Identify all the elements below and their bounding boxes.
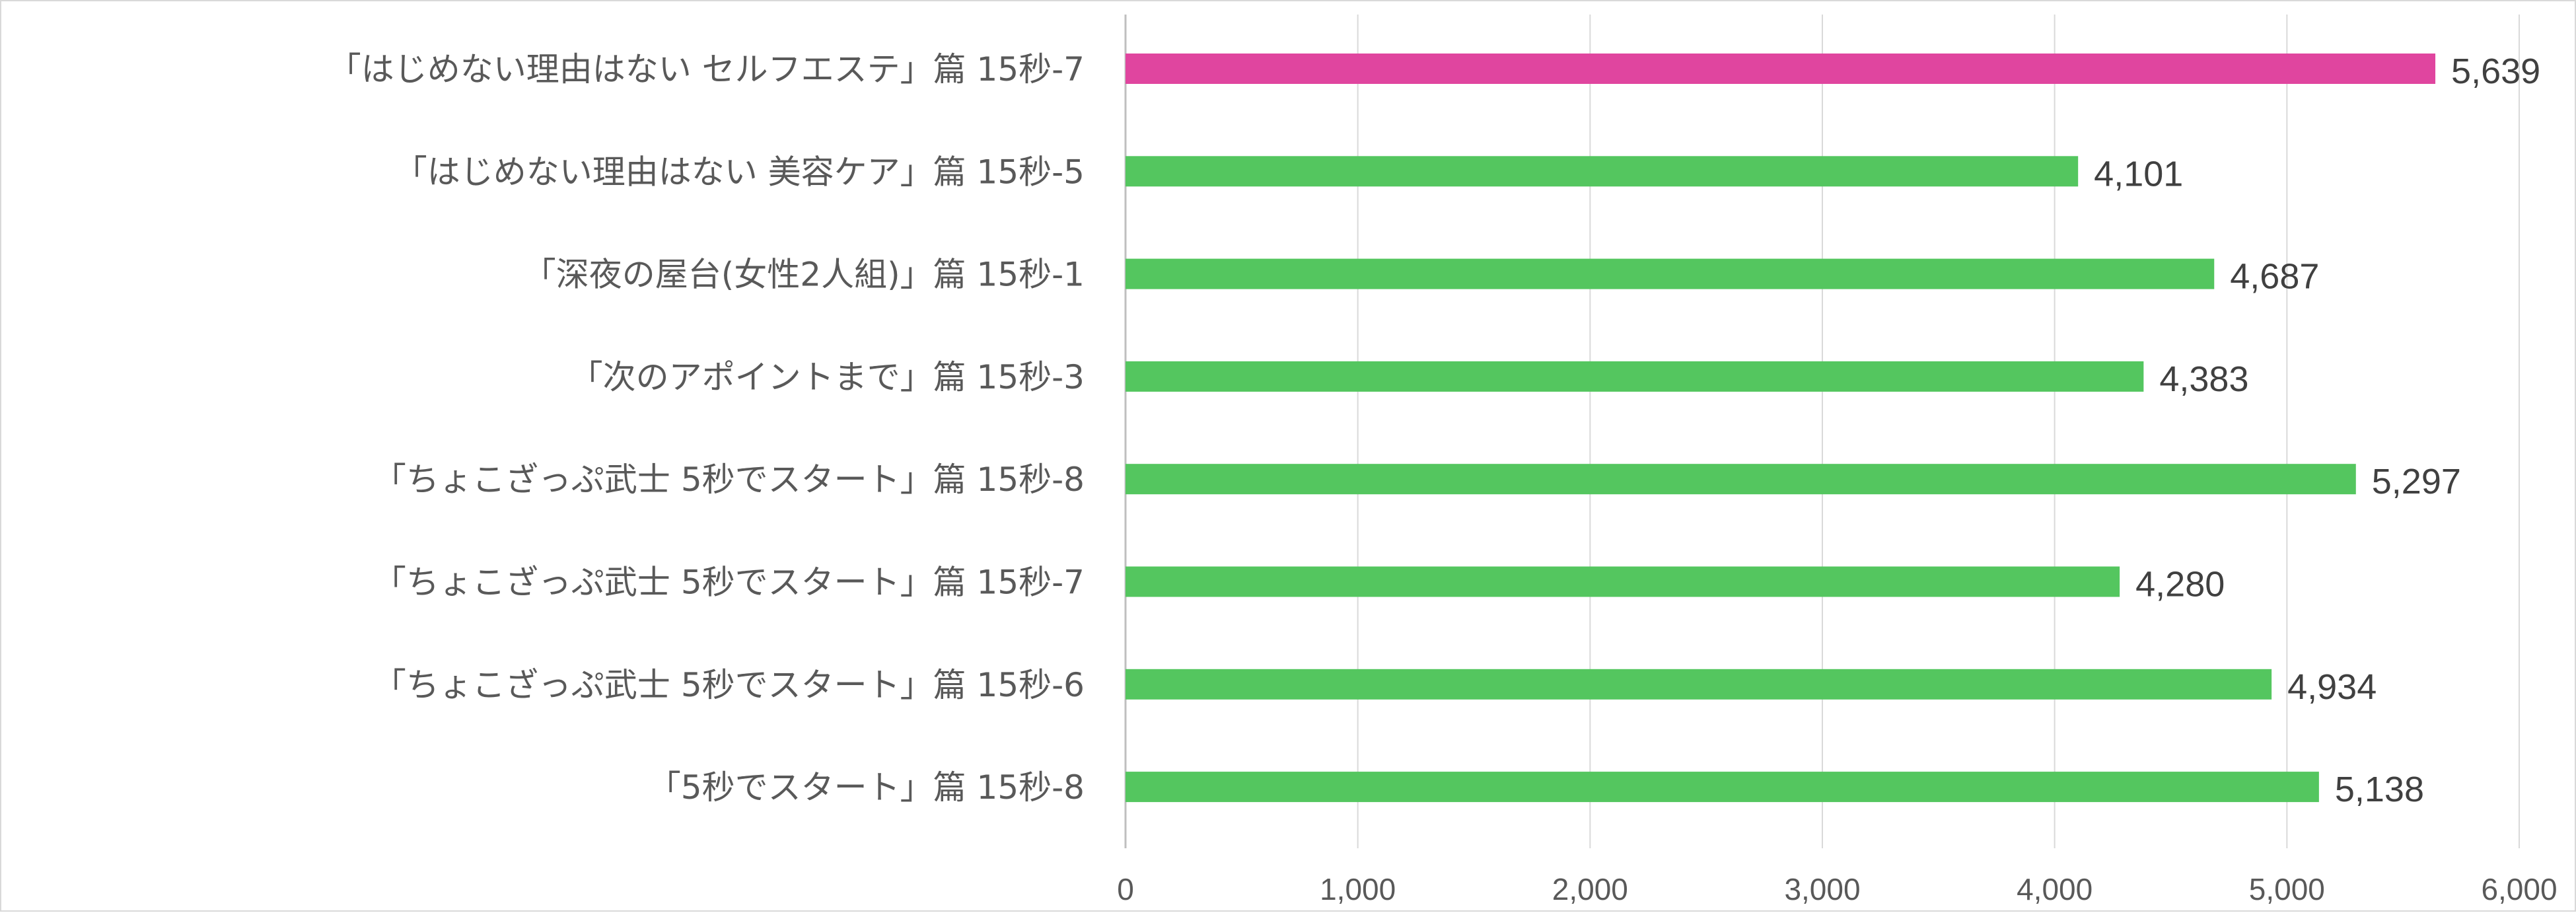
category-label: 「深夜の屋台(女性2人組)」篇 15秒-1: [523, 256, 1085, 294]
category-label: 「5秒でスタート」篇 15秒-8: [648, 768, 1085, 807]
value-label: 4,280: [2135, 565, 2225, 604]
value-label: 5,639: [2451, 52, 2540, 91]
value-label: 4,101: [2094, 154, 2183, 194]
bar: [1126, 772, 2319, 803]
bar: [1126, 258, 2215, 289]
value-label: 5,138: [2335, 770, 2424, 809]
bar: [1126, 464, 2356, 495]
x-axis-ticks: 0 1,000 2,000 3,000 4,000 5,000 6,000: [1117, 872, 2557, 906]
category-label: 「はじめない理由はない 美容ケア」篇 15秒-5: [394, 153, 1085, 191]
value-label: 4,934: [2287, 667, 2377, 707]
x-tick-label: 3,000: [1784, 872, 1860, 906]
category-label: 「ちょこざっぷ武士 5秒でスタート」篇 15秒-6: [373, 666, 1085, 704]
bars: [1126, 54, 2436, 803]
category-label: 「ちょこざっぷ武士 5秒でスタート」篇 15秒-7: [373, 564, 1085, 602]
bar: [1126, 669, 2272, 700]
x-tick-label: 6,000: [2481, 872, 2557, 906]
value-labels: 5,639 4,101 4,687 4,383 5,297 4,280 4,934 5,138: [2094, 52, 2540, 809]
bar: [1126, 156, 2079, 187]
category-labels: 「はじめない理由はない セルフエステ」篇 15秒-7 「はじめない理由はない 美容…: [328, 50, 1085, 807]
gridlines: [1124, 15, 2520, 848]
x-tick-label: 5,000: [2249, 872, 2325, 906]
bar: [1126, 54, 2436, 84]
category-label: 「はじめない理由はない セルフエステ」篇 15秒-7: [328, 50, 1085, 89]
x-tick-label: 2,000: [1552, 872, 1628, 906]
value-label: 4,383: [2159, 359, 2248, 399]
bar: [1126, 361, 2144, 392]
category-label: 「次のアポイントまで」篇 15秒-3: [570, 358, 1085, 396]
x-tick-label: 1,000: [1320, 872, 1396, 906]
value-label: 5,297: [2372, 462, 2461, 501]
x-tick-label: 4,000: [2017, 872, 2093, 906]
category-label: 「ちょこざっぷ武士 5秒でスタート」篇 15秒-8: [373, 460, 1085, 499]
value-label: 4,687: [2230, 257, 2319, 297]
x-tick-label: 0: [1117, 872, 1134, 906]
bar: [1126, 566, 2120, 597]
